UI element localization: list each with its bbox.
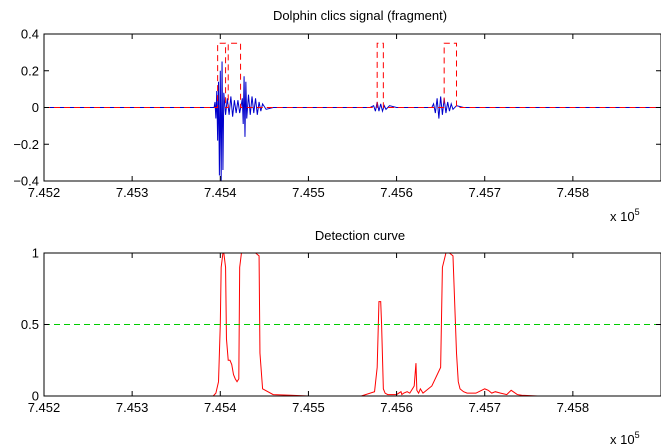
x-tick-label: 7.453 bbox=[116, 185, 149, 200]
y-tick-label: −0.4 bbox=[13, 174, 39, 189]
x-tick-label: 7.457 bbox=[468, 185, 501, 200]
detection-chart: Detection curve 7.452 7.453 7.454 7.455 7.45… bbox=[21, 228, 661, 447]
chart-title: Detection curve bbox=[315, 228, 405, 243]
x-multiplier-base: x 10 bbox=[610, 209, 635, 224]
x-tick-label: 7.455 bbox=[292, 185, 325, 200]
x-multiplier-exponent: 5 bbox=[635, 207, 640, 217]
y-tick-label: 1 bbox=[32, 246, 39, 261]
series-line-1 bbox=[44, 61, 661, 181]
y-tick-label: 0 bbox=[32, 389, 39, 404]
y-tick-label: 0.4 bbox=[21, 27, 39, 42]
x-tick-label: 7.455 bbox=[292, 400, 325, 415]
y-tick-label: 0 bbox=[32, 100, 39, 115]
x-tick-label: 7.458 bbox=[557, 185, 590, 200]
x-tick-label: 7.457 bbox=[468, 400, 501, 415]
series-line-1 bbox=[44, 253, 661, 396]
x-multiplier: x 105 bbox=[610, 430, 640, 447]
chart-title: Dolphin clics signal (fragment) bbox=[273, 8, 447, 23]
x-tick-label: 7.454 bbox=[204, 185, 237, 200]
x-multiplier: x 105 bbox=[610, 207, 640, 224]
x-tick-label: 7.458 bbox=[557, 400, 590, 415]
x-multiplier-exponent: 5 bbox=[635, 430, 640, 440]
x-tick-label: 7.456 bbox=[380, 400, 413, 415]
x-tick-label: 7.456 bbox=[380, 185, 413, 200]
x-tick-label: 7.454 bbox=[204, 400, 237, 415]
series-line-2 bbox=[44, 42, 661, 108]
x-multiplier-base: x 10 bbox=[610, 432, 635, 447]
x-tick-label: 7.452 bbox=[28, 400, 61, 415]
y-tick-label: 0.2 bbox=[21, 63, 39, 78]
y-tick-label: 0.5 bbox=[21, 317, 39, 332]
x-tick-label: 7.452 bbox=[28, 185, 61, 200]
y-tick-label: −0.2 bbox=[13, 137, 39, 152]
x-tick-label: 7.453 bbox=[116, 400, 149, 415]
signal-chart: Dolphin clics signal (fragment) 7.452 7.4… bbox=[13, 8, 661, 224]
